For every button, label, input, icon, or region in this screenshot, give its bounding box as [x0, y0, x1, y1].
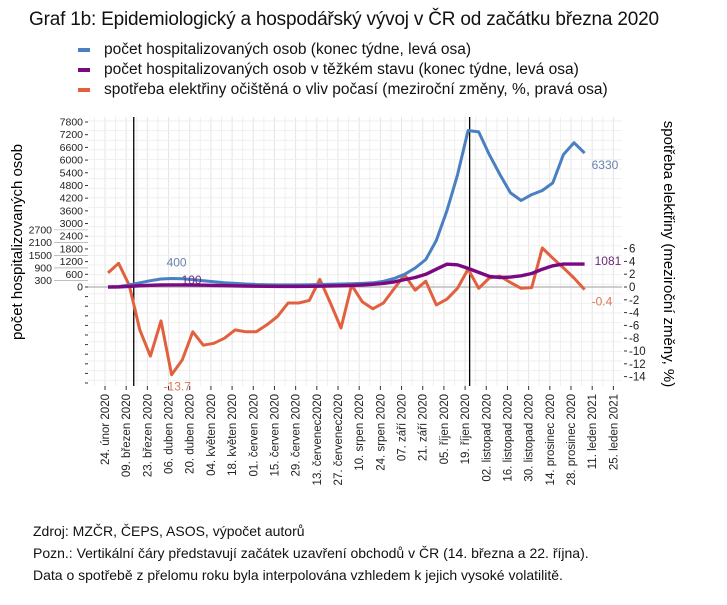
x-tick-label: 24. únor 2020: [100, 394, 112, 465]
x-tick-label: 24. srpen 2020: [375, 394, 387, 471]
y-tick-label: 1200: [60, 256, 84, 268]
y2-tick-label: -4: [629, 308, 640, 320]
legend-label: spotřeba elektřiny očištěná o vliv počas…: [104, 81, 608, 98]
x-tick-label: 04. květen 2020: [206, 394, 218, 476]
data-label: -0.4: [592, 295, 613, 309]
x-tick-label: 01. červen 2020: [248, 394, 260, 476]
x-tick-label: 27. červenec2020: [333, 394, 345, 485]
y2-tick-label: 4: [629, 256, 636, 268]
x-tick-label: 20. duben 2020: [185, 394, 197, 474]
y2-axis-label: spotřeba elektřiny (meziroční změny, %): [660, 121, 677, 387]
x-tick-label: 06. duben 2020: [164, 394, 176, 474]
y2-tick-label: 2: [629, 269, 635, 281]
x-tick-label: 23. březen 2020: [142, 394, 154, 477]
explanation-note: Pozn.: Vertikální čáry představují začát…: [33, 545, 589, 561]
y-tick-label: 1500: [29, 250, 53, 262]
x-tick-label: 29. červen 2020: [291, 394, 303, 476]
x-tick-label: 25. leden 2021: [608, 394, 620, 470]
interpolation-note: Data o spotřebě z přelomu roku byla inte…: [33, 567, 563, 583]
legend-item-hospitalized: počet hospitalizovaných osob (konec týdn…: [78, 40, 608, 60]
x-tick-label: 16. listopad 2020: [502, 394, 514, 482]
series-severe-line: [107, 262, 585, 289]
chart-title: Graf 1b: Epidemiologický a hospodářský v…: [29, 9, 659, 30]
y2-tick-label: -14: [629, 372, 646, 384]
footer-notes: Zdroj: MZČR, ČEPS, ASOS, výpočet autorů …: [33, 520, 589, 586]
legend-label: počet hospitalizovaných osob (konec týdn…: [104, 41, 472, 58]
series-electricity-line: [106, 246, 586, 377]
legend-item-electricity: spotřeba elektřiny očištěná o vliv počas…: [78, 80, 608, 100]
y-tick-label: 6000: [60, 155, 84, 167]
y-tick-label: 900: [34, 262, 52, 274]
y-tick-label: 600: [65, 269, 83, 281]
source-note: Zdroj: MZČR, ČEPS, ASOS, výpočet autorů: [33, 523, 305, 539]
y-tick-label: 2700: [29, 224, 53, 236]
data-label: 100: [182, 273, 202, 287]
x-tick-label: 10. srpen 2020: [354, 394, 366, 471]
y-tick-label: 6600: [60, 142, 84, 154]
x-tick-label: 21. září 2020: [418, 394, 430, 461]
y-tick-label: 5400: [60, 167, 84, 179]
y-tick-label: 1800: [60, 243, 84, 255]
y2-tick-label: 0: [629, 282, 635, 294]
x-tick-label: 09. březen 2020: [121, 394, 133, 477]
y-tick-label: 3000: [60, 218, 84, 230]
y2-tick-label: -2: [629, 295, 639, 307]
x-tick-label: 05. říjen 2020: [439, 394, 451, 464]
y-tick-label: 4800: [60, 180, 84, 192]
x-tick-label: 13. červenec2020: [312, 394, 324, 485]
x-tick-label: 19. říjen 2020: [460, 394, 472, 464]
legend-swatch-orange: [78, 88, 90, 92]
x-tick-label: 07. září 2020: [397, 394, 409, 461]
x-tick-label: 30. listopad 2020: [524, 394, 536, 482]
y2-tick-label: -6: [629, 320, 639, 332]
data-label: 400: [167, 256, 187, 270]
x-tick-label: 11. leden 2021: [587, 394, 599, 469]
y2-tick-label: -10: [629, 346, 646, 358]
data-label: -13.7: [164, 380, 192, 394]
x-tick-label: 28. prosinec 2020: [566, 394, 578, 485]
x-tick-label: 15. červen 2020: [269, 394, 281, 476]
x-tick-label: 18. květen 2020: [227, 394, 239, 476]
y-tick-label: 0: [77, 282, 83, 294]
data-label: 6330: [592, 158, 619, 172]
y-tick-label: 4200: [60, 193, 84, 205]
data-labels: 400 6330 100 1081 -13.7 -0.4: [164, 158, 622, 394]
legend-item-severe: počet hospitalizovaných osob v těžkém st…: [78, 60, 608, 80]
x-tick-label: 14. prosinec 2020: [545, 394, 557, 485]
legend-label: počet hospitalizovaných osob v těžkém st…: [104, 61, 579, 78]
y-tick-label: 300: [34, 275, 52, 287]
y2-tick-label: -12: [629, 359, 646, 371]
y-tick-label: 7200: [60, 129, 84, 141]
axes: 0300600900120015001800210024002700300036…: [29, 117, 647, 486]
series-lines: [106, 129, 586, 377]
y-tick-label: 3600: [60, 205, 84, 217]
y-tick-label: 2400: [60, 231, 84, 243]
x-tick-label: 02. listopad 2020: [481, 394, 493, 482]
legend-swatch-blue: [78, 48, 90, 52]
y-axis-label: počet hospitalizovaných osob: [9, 144, 26, 340]
y-tick-label: 7800: [60, 117, 84, 129]
data-label: 1081: [595, 254, 622, 268]
y-tick-label: 2100: [29, 237, 53, 249]
y2-tick-label: 6: [629, 244, 635, 256]
legend: počet hospitalizovaných osob (konec týdn…: [78, 40, 608, 100]
legend-swatch-purple: [78, 68, 90, 72]
y2-tick-label: -8: [629, 333, 639, 345]
